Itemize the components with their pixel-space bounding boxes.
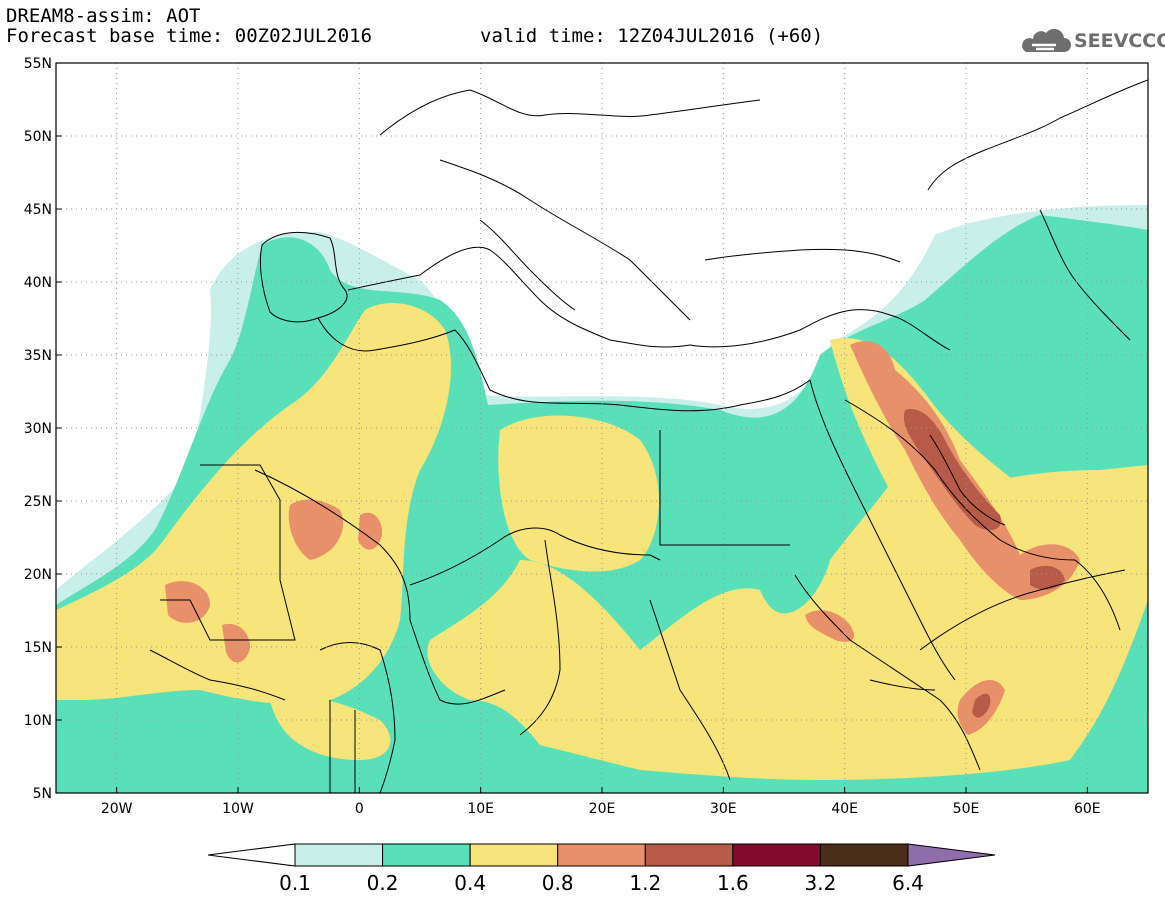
logo-text: SEEVCCC <box>1074 30 1165 52</box>
colorbar-box <box>557 843 646 867</box>
cloud-icon <box>1022 28 1071 52</box>
lon-label: 30E <box>710 801 737 817</box>
seevccc-logo: SEEVCCC <box>1018 28 1165 54</box>
colorbar: 0.1 0.2 0.4 0.8 1.2 1.6 3.2 6.4 <box>207 843 996 895</box>
lat-label: 20N <box>24 567 52 583</box>
lon-label: 50E <box>953 801 980 817</box>
lat-label: 25N <box>24 494 52 510</box>
lat-label: 40N <box>24 275 52 291</box>
colorbar-label: 0.4 <box>454 871 486 895</box>
lat-label: 15N <box>24 640 52 656</box>
aot-band-0.8 <box>222 623 250 663</box>
colorbar-label: 3.2 <box>805 871 837 895</box>
aot-band-0.8 <box>358 512 383 550</box>
map-title: DREAM8-assim: AOT <box>6 5 201 27</box>
colorbar-label: 1.6 <box>717 871 749 895</box>
colorbar-box <box>469 843 559 867</box>
aot-band-0.4 <box>498 415 659 572</box>
lon-label: 0 <box>355 801 364 817</box>
aot-band-0.4 <box>56 302 451 705</box>
colorbar-box <box>732 843 821 867</box>
aot-band-0.8 <box>850 341 1080 600</box>
lat-label: 45N <box>24 202 52 218</box>
colorbar-label: 0.2 <box>367 871 399 895</box>
aot-band-1.2 <box>903 409 1001 531</box>
lat-label: 35N <box>24 348 52 364</box>
aot-band-1.2 <box>972 693 991 718</box>
colorbar-box <box>644 843 734 867</box>
aot-band-0.8 <box>165 581 210 623</box>
forecast-base-time: Forecast base time: 00Z02JUL2016 <box>6 25 373 47</box>
lat-label: 30N <box>24 421 52 437</box>
lon-label: 20W <box>101 801 133 817</box>
lon-label: 10W <box>222 801 254 817</box>
colorbar-box <box>382 843 471 867</box>
lat-label: 5N <box>33 786 52 802</box>
colorbar-under-triangle <box>207 843 296 867</box>
colorbar-label: 0.1 <box>279 871 311 895</box>
aot-band-0.8 <box>805 610 855 642</box>
aot-band-1.2 <box>1030 565 1065 590</box>
lat-label: 55N <box>24 56 52 72</box>
lon-label: 10E <box>467 801 494 817</box>
aot-band-0.8 <box>288 499 344 560</box>
lon-label: 60E <box>1074 801 1101 817</box>
coastlines <box>149 79 1148 793</box>
colorbar-box <box>819 843 909 867</box>
colorbar-label: 6.4 <box>892 871 924 895</box>
lat-label: 50N <box>24 129 52 145</box>
colorbar-label: 0.8 <box>542 871 574 895</box>
axis-ticks: 20W 10W 0 10E 20E 30E 40E 50E 60E 55N 50N 45N 40N 35N… <box>24 56 1101 817</box>
lat-label: 10N <box>24 713 52 729</box>
lon-label: 40E <box>831 801 858 817</box>
colorbar-over-triangle <box>907 843 996 867</box>
lon-label: 20E <box>589 801 616 817</box>
grid <box>56 62 1148 794</box>
colorbar-label: 1.2 <box>629 871 661 895</box>
colorbar-box <box>294 843 384 867</box>
valid-time: valid time: 12Z04JUL2016 (+60) <box>480 25 824 47</box>
